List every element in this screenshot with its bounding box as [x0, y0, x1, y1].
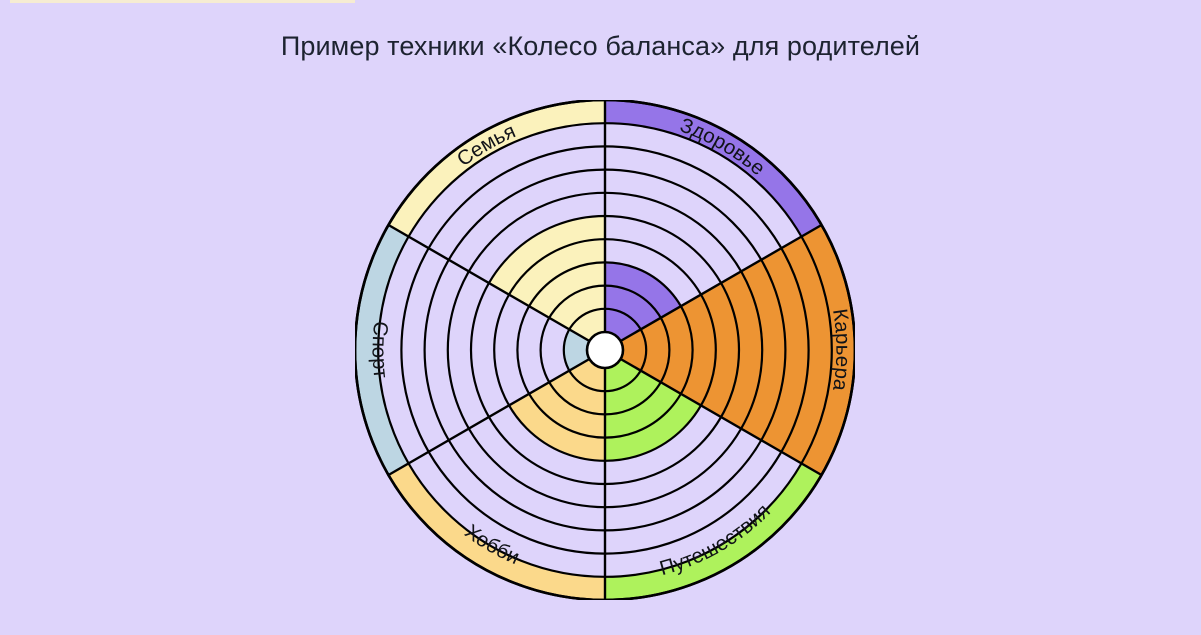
sector-level-band[interactable]	[605, 285, 661, 330]
sector-level-band[interactable]	[529, 382, 605, 438]
sector-level-band[interactable]	[529, 262, 605, 318]
sector-level-band[interactable]	[563, 329, 590, 371]
sector-divider-2	[619, 223, 823, 343]
sector-level-band[interactable]	[509, 239, 605, 307]
top-accent-strip	[10, 0, 355, 3]
sector-divider-3	[619, 357, 823, 477]
sector-rim-6[interactable]	[388, 100, 605, 237]
page-title: Пример техники «Колесо баланса» для роди…	[280, 31, 921, 61]
sector-level-band[interactable]	[781, 236, 832, 464]
sector-level-band[interactable]	[549, 285, 605, 330]
sector-divider-5	[387, 357, 591, 477]
sector-level-band[interactable]	[605, 393, 701, 461]
balance-wheel-chart: Здоровье Карьера Путешествия Хобби Спорт Семь…	[355, 100, 855, 600]
wheel-svg: ЗдоровьеКарьераПутешествияХоббиСпортСемь…	[355, 100, 855, 600]
sector-level-band[interactable]	[660, 306, 693, 394]
sector-label-1: Здоровье	[677, 114, 770, 181]
sector-rim-4[interactable]	[388, 463, 605, 600]
sector-rim-5[interactable]	[355, 225, 409, 475]
sector-divider-6	[387, 223, 591, 343]
sector-level-band[interactable]	[549, 370, 605, 415]
sector-level-band[interactable]	[605, 382, 681, 438]
sector-level-band[interactable]	[700, 283, 739, 417]
sector-level-band[interactable]	[620, 329, 647, 371]
sector-divider-lines	[387, 100, 823, 600]
sector-level-band[interactable]	[680, 294, 716, 406]
sector-label-5: Спорт	[368, 320, 393, 380]
sector-level-band[interactable]	[605, 262, 681, 318]
sector-label-2: Карьера	[828, 307, 854, 393]
sector-level-band[interactable]	[761, 248, 809, 452]
sector-level-band[interactable]	[605, 370, 661, 415]
sector-rim-3[interactable]	[605, 463, 822, 600]
sector-rim-1[interactable]	[605, 100, 822, 237]
sector-level-band[interactable]	[721, 271, 763, 429]
sector-level-band[interactable]	[640, 317, 670, 383]
wheel-hub	[585, 330, 625, 370]
sector-level-band[interactable]	[509, 393, 605, 461]
sector-rim-2[interactable]	[801, 225, 855, 475]
